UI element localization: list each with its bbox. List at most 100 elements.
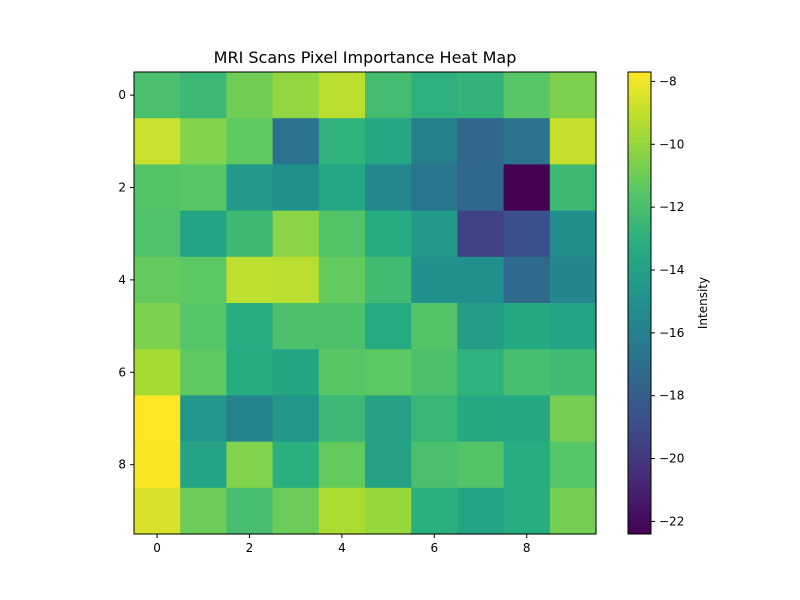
heatmap-cell — [226, 164, 274, 212]
heatmap-cell — [365, 303, 412, 350]
x-tick-label: 0 — [153, 541, 161, 555]
x-axis: 0 2 4 6 8 — [153, 534, 531, 555]
heatmap-cell — [226, 395, 274, 443]
heatmap-cell — [411, 303, 458, 350]
colorbar-tick-label: −22 — [659, 514, 684, 528]
colorbar-axis: −8 −10 −12 −14 −16 −18 −20 −22 — [651, 74, 684, 528]
heatmap-cell — [457, 303, 505, 350]
y-tick-label: 6 — [118, 365, 126, 379]
heatmap-cell — [503, 210, 551, 258]
colorbar-tick-label: −8 — [659, 74, 677, 88]
heatmap-cell — [272, 441, 320, 489]
heatmap-cell — [226, 487, 274, 535]
colorbar-tick-label: −10 — [659, 137, 684, 151]
heatmap-cell — [180, 210, 227, 258]
heatmap-cell — [272, 303, 320, 350]
heatmap-cell — [180, 164, 227, 212]
heatmap-cell — [457, 118, 505, 165]
heatmap-cell — [365, 164, 412, 212]
heatmap-cell — [180, 256, 227, 304]
heatmap-cells — [134, 72, 597, 535]
heatmap-cell — [180, 487, 227, 535]
heatmap-cell — [134, 441, 181, 489]
heatmap-cell — [318, 210, 366, 258]
heatmap-cell — [272, 164, 320, 212]
heatmap-cell — [226, 118, 274, 165]
heatmap-cell — [226, 210, 274, 258]
x-tick-label: 6 — [430, 541, 438, 555]
heatmap-cell — [318, 164, 366, 212]
heatmap-cell — [457, 487, 505, 535]
heatmap-cell — [365, 210, 412, 258]
heatmap-cell — [411, 395, 458, 443]
heatmap-cell — [318, 487, 366, 535]
heatmap-cell — [457, 72, 505, 119]
heatmap-cell — [318, 395, 366, 443]
chart-title: MRI Scans Pixel Importance Heat Map — [214, 48, 517, 67]
y-tick-label: 8 — [118, 458, 126, 472]
heatmap-cell — [318, 349, 366, 396]
heatmap-cell — [272, 210, 320, 258]
colorbar — [627, 71, 652, 535]
heatmap-cell — [549, 303, 597, 350]
heatmap-cell — [503, 395, 551, 443]
heatmap-cell — [272, 487, 320, 535]
heatmap-cell — [134, 395, 181, 443]
heatmap-cell — [226, 441, 274, 489]
heatmap-cell — [180, 349, 227, 396]
heatmap-cell — [549, 487, 597, 535]
plot-frame — [133, 71, 597, 535]
heatmap-cell — [180, 395, 227, 443]
heatmap-cell — [549, 256, 597, 304]
heatmap-cell — [134, 164, 181, 212]
heatmap-cell — [457, 441, 505, 489]
heatmap-cell — [457, 395, 505, 443]
y-axis: 0 2 4 6 8 — [118, 88, 134, 472]
x-tick-label: 4 — [338, 541, 346, 555]
heatmap-cell — [180, 72, 227, 119]
heatmap-cell — [272, 256, 320, 304]
heatmap-cell — [365, 487, 412, 535]
heatmap-cell — [365, 256, 412, 304]
heatmap-cell — [457, 210, 505, 258]
heatmap-cell — [272, 349, 320, 396]
heatmap-cell — [549, 210, 597, 258]
heatmap-cell — [134, 487, 181, 535]
heatmap-cell — [411, 441, 458, 489]
colorbar-tick-label: −12 — [659, 200, 684, 214]
heatmap-cell — [457, 256, 505, 304]
heatmap-cell — [134, 349, 181, 396]
y-tick-label: 0 — [118, 88, 126, 102]
heatmap-cell — [226, 303, 274, 350]
heatmap-cell — [549, 164, 597, 212]
colorbar-label: Intensity — [696, 277, 710, 329]
heatmap-cell — [365, 72, 412, 119]
heatmap-cell — [549, 395, 597, 443]
heatmap-cell — [272, 118, 320, 165]
heatmap-cell — [411, 118, 458, 165]
heatmap-cell — [457, 349, 505, 396]
x-tick-label: 8 — [523, 541, 531, 555]
heatmap-cell — [365, 441, 412, 489]
heatmap-cell — [503, 487, 551, 535]
heatmap-cell — [411, 487, 458, 535]
heatmap-cell — [457, 164, 505, 212]
heatmap-cell — [411, 349, 458, 396]
heatmap-cell — [272, 72, 320, 119]
colorbar-tick-label: −20 — [659, 452, 684, 466]
heatmap-cell — [365, 349, 412, 396]
heatmap-cell — [272, 395, 320, 443]
heatmap-cell — [503, 256, 551, 304]
heatmap-cell — [180, 303, 227, 350]
heatmap-cell — [503, 349, 551, 396]
colorbar-tick-label: −14 — [659, 263, 684, 277]
heatmap-cell — [549, 118, 597, 165]
heatmap-cell — [226, 72, 274, 119]
heatmap-cell — [411, 256, 458, 304]
heatmap-cell — [318, 72, 366, 119]
colorbar-tick-label: −16 — [659, 326, 684, 340]
heatmap-cell — [318, 441, 366, 489]
heatmap-cell — [411, 72, 458, 119]
heatmap-cell — [411, 164, 458, 212]
